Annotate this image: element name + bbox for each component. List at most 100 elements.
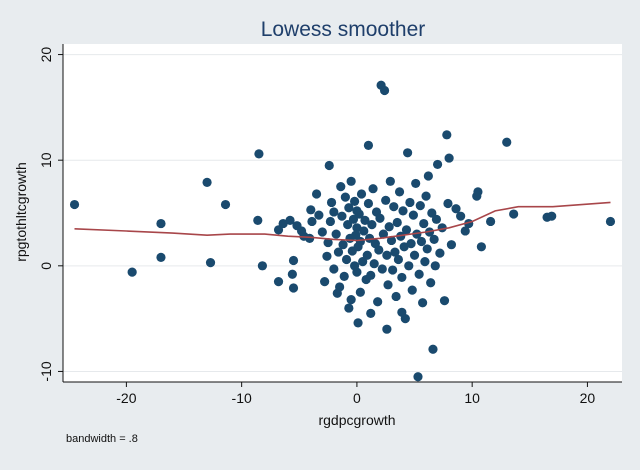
scatter-point: [446, 240, 457, 250]
scatter-point: [278, 218, 288, 229]
scatter-point: [444, 153, 454, 163]
scatter-point: [412, 229, 422, 239]
scatter-point: [390, 247, 400, 257]
scatter-point: [333, 247, 344, 257]
scatter-point: [373, 297, 383, 307]
axes: -10 0 10 20 -20 -10 0 10 20: [38, 44, 622, 406]
scatter-point: [355, 236, 365, 247]
x-tick-label: -10: [232, 390, 252, 406]
x-tick-label: 10: [464, 390, 480, 406]
scatter-point: [288, 283, 299, 293]
scatter-point: [273, 225, 284, 235]
scatter-point: [391, 291, 401, 302]
scatter-point: [324, 160, 334, 171]
scatter-point: [368, 184, 378, 194]
scatter-point: [363, 198, 374, 209]
scatter-point: [311, 189, 322, 199]
scatter-point: [352, 223, 362, 233]
scatter-point: [329, 207, 339, 217]
scatter-point: [356, 189, 367, 199]
scatter-point: [317, 227, 327, 237]
scatter-point: [423, 171, 433, 181]
scatter-point: [409, 250, 420, 260]
y-tick-label: -10: [38, 361, 54, 381]
scatter-point: [382, 250, 392, 260]
scatter-point: [287, 269, 297, 279]
scatter-point: [408, 210, 418, 220]
lowess-line-group: [74, 201, 611, 242]
lowess-line: [74, 201, 611, 242]
scatter-point: [344, 203, 354, 213]
scatter-point: [605, 216, 616, 227]
scatter-point: [359, 226, 369, 236]
scatter-point: [127, 267, 137, 277]
scatter-point: [385, 176, 395, 186]
scatter-point: [431, 214, 442, 224]
scatter-point: [374, 245, 384, 255]
scatter-point: [273, 277, 284, 287]
scatter-point: [416, 236, 427, 247]
scatter-point: [331, 229, 341, 239]
scatter-point: [314, 210, 324, 220]
scatter-point: [399, 242, 409, 252]
scatter-point: [451, 204, 461, 214]
scatter-point: [288, 255, 299, 266]
scatter-point: [346, 295, 356, 305]
scatter-point: [502, 137, 512, 147]
scatter-point: [332, 288, 342, 298]
scatter-point: [254, 149, 264, 159]
scatter-point: [350, 196, 360, 206]
scatter-point: [422, 244, 432, 254]
scatter-point: [305, 233, 315, 243]
scatter-point: [392, 217, 402, 228]
scatter-point: [339, 271, 349, 281]
scatter-point: [407, 285, 417, 295]
scatter-point: [320, 277, 330, 287]
scatter-point: [205, 258, 216, 268]
scatter-point: [358, 256, 368, 267]
scatter-point: [329, 264, 339, 274]
scatter-point: [202, 177, 212, 187]
scatter-point: [547, 211, 557, 221]
scatter-point: [340, 192, 350, 202]
x-tick-label: 0: [353, 390, 361, 406]
y-tick-label: 0: [38, 262, 54, 270]
scatter-point: [379, 85, 390, 96]
scatter-point: [397, 272, 407, 283]
scatter-point: [257, 261, 267, 271]
scatter-point: [420, 256, 430, 267]
scatter-point: [355, 287, 365, 297]
scatter-point: [341, 254, 352, 265]
x-tick-label: -20: [116, 390, 136, 406]
scatter-point: [367, 220, 377, 230]
scatter-point: [419, 218, 429, 229]
scatter-point: [307, 216, 317, 227]
scatter-point: [460, 226, 470, 236]
scatter-point: [386, 235, 397, 246]
scatter-point: [220, 199, 231, 210]
scatter-point: [384, 222, 394, 232]
scatter-point: [432, 159, 443, 170]
scatter-point: [353, 318, 363, 328]
scatter-point: [411, 178, 421, 189]
bandwidth-note: bandwidth = .8: [66, 433, 138, 445]
scatter-point: [362, 250, 372, 260]
scatter-point: [253, 215, 263, 225]
scatter-point: [427, 208, 437, 218]
scatter-point: [344, 303, 354, 313]
scatter-point: [397, 307, 407, 317]
scatter-point: [473, 187, 483, 197]
scatter-point: [69, 199, 80, 210]
scatter-point: [418, 298, 428, 308]
scatter-point: [285, 215, 295, 225]
scatter-point: [366, 270, 376, 280]
scatter-point: [429, 234, 439, 245]
scatter-point: [354, 209, 364, 219]
scatter-points: [69, 80, 616, 382]
chart-title: Lowess smoother: [261, 18, 426, 41]
scatter-point: [156, 252, 166, 262]
scatter-point: [326, 197, 337, 208]
scatter-point: [306, 205, 316, 215]
